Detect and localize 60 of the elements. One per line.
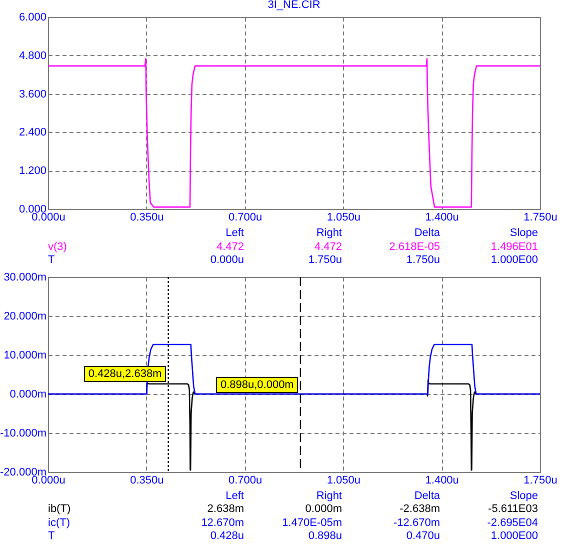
text: T <box>48 530 55 543</box>
text: Delta <box>414 490 440 502</box>
text: 1.750u <box>308 254 342 267</box>
text: T <box>48 254 55 267</box>
text: 2.618E-05 <box>389 240 440 254</box>
text: 2.638m <box>207 503 244 516</box>
text: -2.638m <box>400 503 440 516</box>
text: Delta <box>414 227 440 240</box>
y-tick-label: 30.000m <box>4 271 46 283</box>
y-tick-label: 2.400 <box>18 126 46 139</box>
x-tick-label: 1.750u <box>524 474 558 486</box>
text: Left <box>226 490 244 502</box>
chart-title: 3I_NE.CIR <box>268 0 320 11</box>
x-tick-label: 0.700u <box>228 212 262 224</box>
text: 4.472 <box>216 240 244 254</box>
x-tick-label: 0.000u <box>32 474 66 486</box>
text: 1.000E00 <box>490 254 538 267</box>
text: 0.000m <box>305 503 342 516</box>
annotation: 0.428u,2.638m <box>84 366 166 382</box>
x-tick-label: 1.400u <box>425 212 459 224</box>
line-series <box>48 343 540 394</box>
text: ib(T) <box>48 503 71 516</box>
y-tick-label: -10.000m <box>0 427 46 439</box>
y-tick-label: 1.200 <box>18 165 46 178</box>
text: 0.428u <box>210 530 244 543</box>
text: 0.000u <box>210 254 244 267</box>
x-tick-label: 1.050u <box>326 474 361 486</box>
y-tick-label: 4.800 <box>18 50 46 62</box>
y-tick-label: 6.000 <box>18 12 46 24</box>
y-tick-label: 0.000m <box>10 388 46 400</box>
annotation: 0.898u,0.000m <box>216 376 298 392</box>
x-tick-label: 1.400u <box>425 474 459 486</box>
text: -5.611E03 <box>488 503 538 516</box>
text: 12.670m <box>201 516 244 530</box>
text: Left <box>226 227 244 240</box>
text: Right <box>316 490 342 502</box>
text: 0.898u <box>308 530 342 543</box>
y-tick-label: 10.000m <box>4 349 46 361</box>
text: Slope <box>510 227 538 240</box>
line-series <box>48 58 540 208</box>
text: 1.750u <box>406 254 440 267</box>
text: -12.670m <box>394 516 440 530</box>
x-tick-label: 1.750u <box>524 212 558 224</box>
x-tick-label: 0.350u <box>130 212 164 224</box>
text: 1.000E00 <box>490 530 538 543</box>
text: Slope <box>510 490 538 502</box>
x-tick-label: 1.050u <box>326 212 361 224</box>
text: ic(T) <box>48 516 70 530</box>
text: 4.472 <box>314 240 342 254</box>
y-tick-label: 3.600 <box>18 88 46 100</box>
text: -2.695E04 <box>487 516 538 530</box>
x-tick-label: 0.000u <box>32 212 66 224</box>
text: Right <box>316 227 342 240</box>
text: 1.496E01 <box>490 240 538 254</box>
text: 1.470E-05m <box>282 516 342 530</box>
x-tick-label: 0.700u <box>228 474 262 486</box>
text: v(3) <box>48 240 67 254</box>
y-tick-label: 20.000m <box>4 310 46 322</box>
text: 0.470u <box>406 530 440 543</box>
x-tick-label: 0.350u <box>130 474 164 486</box>
